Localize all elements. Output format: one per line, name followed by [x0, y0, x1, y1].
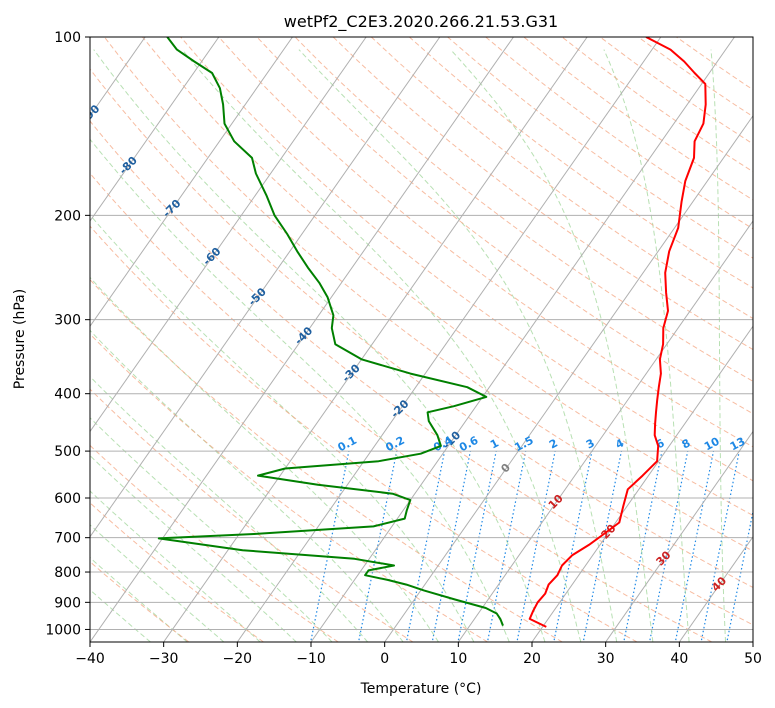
isotherm-line: [163, 37, 588, 642]
isotherm-line: [678, 535, 753, 642]
x-tick-label: −20: [223, 651, 253, 667]
y-axis-label: Pressure (hPa): [12, 289, 28, 389]
temperature-line: [528, 37, 707, 628]
y-tick-label: 900: [54, 595, 81, 611]
moist-adiabat: [298, 49, 618, 642]
isotherm-line: [457, 220, 753, 642]
moist-adiabat: [93, 49, 546, 642]
dry-adiabat: [104, 37, 753, 552]
chart-title: wetPf2_C2E3.2020.266.21.53.G31: [284, 12, 558, 32]
moist-adiabat: [90, 556, 188, 642]
dry-adiabat: [90, 561, 190, 642]
dry-adiabat: [370, 37, 753, 320]
moist-adiabat: [90, 214, 475, 642]
y-tick-label: 700: [54, 531, 81, 547]
dry-adiabat: [90, 444, 339, 642]
x-axis-label: Temperature (°C): [360, 681, 482, 697]
isotherm-line: [90, 37, 514, 642]
isotherm-line: [310, 37, 735, 642]
mixing-ratio-label: 13: [728, 435, 748, 454]
moist-adiabat: [450, 49, 654, 642]
isotherm-line: [90, 37, 220, 222]
dry-adiabat: [180, 37, 753, 482]
isotherm-line: [90, 37, 293, 328]
isotherm-grid: [90, 37, 753, 642]
x-tick-label: −10: [296, 651, 326, 667]
moist-adiabat: [710, 49, 727, 642]
x-tick-label: 40: [670, 651, 688, 667]
y-tick-label: 400: [54, 387, 81, 403]
x-tick-label: −40: [75, 651, 105, 667]
isotherm-line: [90, 37, 441, 538]
isotherm-line: [531, 325, 753, 642]
dry-adiabat: [90, 68, 753, 589]
dry-adiabat: [90, 120, 753, 626]
moist-adiabat: [90, 375, 369, 642]
moist-adiabat: [90, 276, 439, 642]
isotherm-line: [90, 37, 367, 433]
y-tick-label: 200: [54, 208, 81, 224]
y-tick-label: 100: [54, 30, 81, 46]
mixing-ratio-label: 10: [702, 435, 722, 454]
dry-adiabat: [218, 37, 753, 448]
isobar-grid: [90, 37, 753, 630]
dry-adiabat: [90, 172, 712, 642]
y-tick-label: 300: [54, 313, 81, 329]
moist-adiabat: [90, 589, 151, 642]
x-tick-label: −30: [149, 651, 179, 667]
y-tick-label: 800: [54, 565, 81, 581]
plot-background: [90, 37, 753, 642]
moist-adiabat: [90, 417, 333, 642]
x-tick-label: 10: [449, 651, 467, 667]
profile-series: [157, 37, 707, 628]
moist-adiabat: [90, 138, 510, 642]
x-tick-label: 30: [597, 651, 615, 667]
dry-adiabat: [142, 37, 753, 517]
y-tick-label: 1000: [45, 622, 81, 638]
plot-frame: [89, 36, 754, 643]
moist-adiabat: [181, 49, 582, 642]
x-axis-ticks: −40 −30 −20 −10 0 10 20 30 40 50: [75, 642, 762, 667]
isotherm-line: [236, 37, 662, 642]
isotherm-line: [384, 114, 753, 642]
x-tick-label: 50: [744, 651, 762, 667]
moist-adiabat: [90, 524, 225, 642]
moist-adiabats: [90, 49, 727, 642]
moist-adiabat: [90, 329, 404, 642]
x-tick-label: 0: [380, 651, 389, 667]
dry-adiabat: [90, 278, 563, 642]
isotherm-line: [605, 430, 753, 642]
y-axis-ticks: 100 200 300 400 500 600 700 800 900 1000: [45, 30, 90, 638]
dry-adiabat: [90, 333, 488, 642]
y-tick-label: 500: [54, 444, 81, 460]
moist-adiabat: [603, 49, 690, 642]
x-tick-label: 20: [523, 651, 541, 667]
dewpoint-line: [157, 37, 504, 626]
dry-adiabat: [332, 37, 753, 351]
y-tick-label: 600: [54, 491, 81, 507]
